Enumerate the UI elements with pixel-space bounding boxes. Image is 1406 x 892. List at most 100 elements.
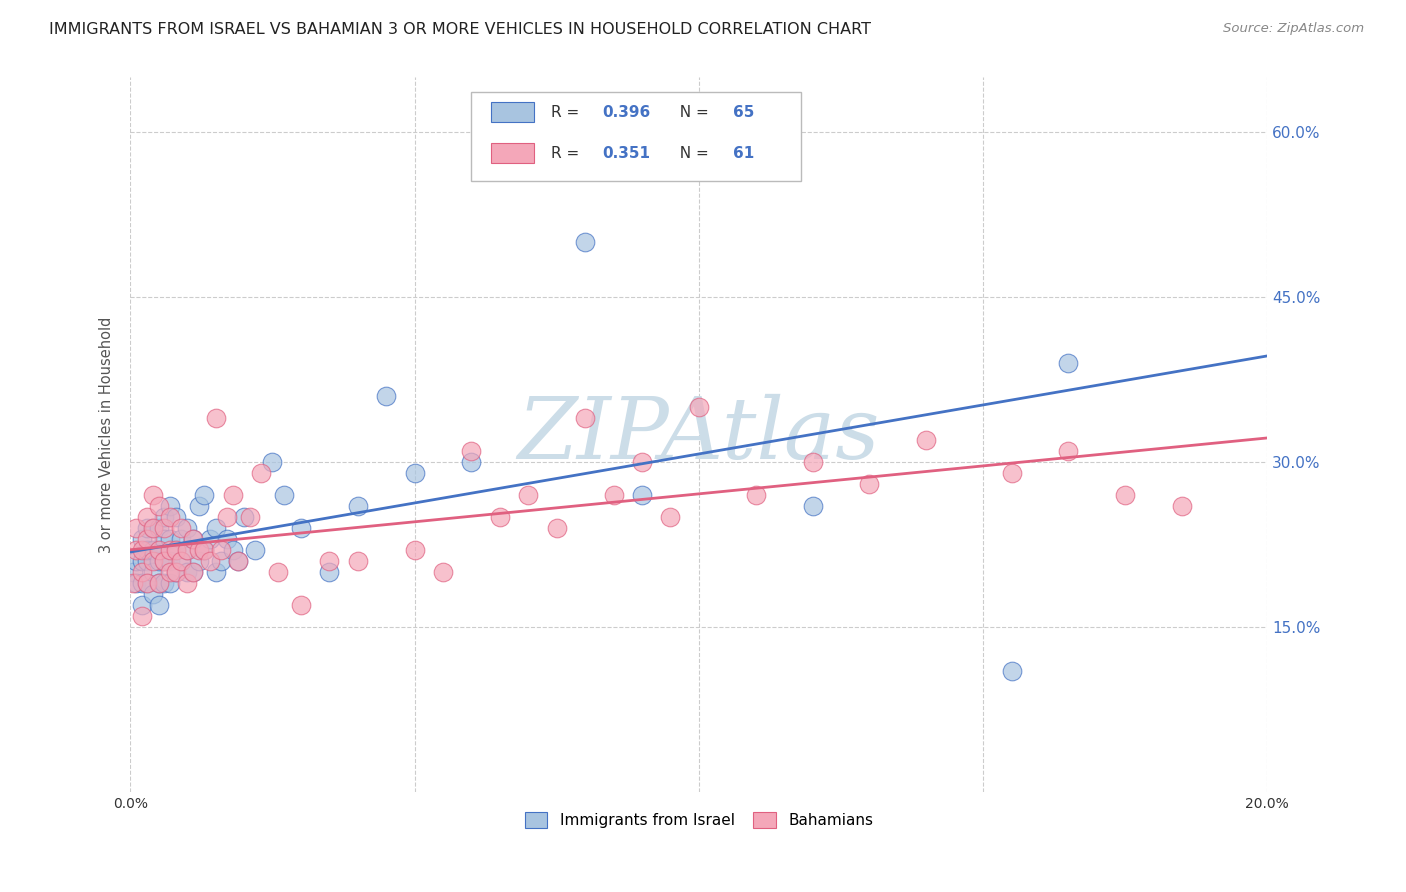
Point [404,543,426,558]
Point [142,543,165,558]
Point [142,488,165,502]
Point [204,565,226,579]
Point [744,488,766,502]
Text: Source: ZipAtlas.com: Source: ZipAtlas.com [1223,22,1364,36]
Point [176,521,198,535]
Point [228,554,250,568]
Point [165,565,187,579]
Point [148,499,170,513]
Point [209,554,232,568]
Point [131,532,153,546]
Point [131,576,153,591]
Point [131,598,153,612]
Point [602,488,624,502]
Point [142,554,165,568]
Point [193,488,215,502]
Point [489,103,512,118]
Point [159,499,181,513]
Point [404,466,426,480]
Point [1000,466,1022,480]
Point [187,543,209,558]
Point [267,565,290,579]
Point [153,510,176,524]
Point [233,510,256,524]
FancyBboxPatch shape [471,92,801,181]
Point [858,477,880,491]
FancyBboxPatch shape [491,103,534,122]
Point [142,565,165,579]
Point [165,543,187,558]
Text: 65: 65 [733,105,755,120]
Point [170,554,193,568]
Point [159,554,181,568]
Text: N =: N = [671,145,714,161]
Point [187,499,209,513]
Point [181,565,204,579]
Point [131,554,153,568]
Point [688,401,710,415]
FancyBboxPatch shape [491,144,534,163]
Point [122,576,145,591]
Point [517,488,540,502]
Text: 0.351: 0.351 [602,145,650,161]
Point [142,521,165,535]
Point [193,543,215,558]
Point [176,543,198,558]
Point [432,565,454,579]
Point [1114,488,1136,502]
Point [631,455,654,469]
Point [159,543,181,558]
Point [801,455,824,469]
Point [153,521,176,535]
Point [1171,499,1194,513]
Point [176,565,198,579]
Text: 0.396: 0.396 [602,105,651,120]
Point [176,576,198,591]
Point [198,532,221,546]
Point [181,532,204,546]
Point [262,455,284,469]
Point [915,433,938,447]
Point [142,521,165,535]
Point [170,532,193,546]
Text: ZIPAtlas: ZIPAtlas [517,393,880,476]
Point [460,444,482,458]
Point [136,510,159,524]
Point [148,598,170,612]
Point [153,554,176,568]
Point [215,532,238,546]
Point [165,565,187,579]
Point [245,543,267,558]
Point [290,521,312,535]
Point [170,554,193,568]
Point [136,521,159,535]
Point [136,532,159,546]
Point [148,576,170,591]
Point [153,576,176,591]
Point [131,543,153,558]
Point [318,565,340,579]
Point [346,554,368,568]
Point [148,543,170,558]
Point [153,554,176,568]
Text: IMMIGRANTS FROM ISRAEL VS BAHAMIAN 3 OR MORE VEHICLES IN HOUSEHOLD CORRELATION C: IMMIGRANTS FROM ISRAEL VS BAHAMIAN 3 OR … [49,22,872,37]
Point [125,543,148,558]
Point [574,411,596,425]
Point [346,499,368,513]
Point [170,521,193,535]
Point [546,521,568,535]
Point [375,389,398,403]
Point [125,576,148,591]
Point [159,510,181,524]
Point [801,499,824,513]
Point [148,554,170,568]
Point [204,521,226,535]
Point [198,554,221,568]
Point [125,521,148,535]
Point [159,532,181,546]
Point [181,565,204,579]
Point [125,554,148,568]
Point [122,565,145,579]
Point [209,543,232,558]
Text: N =: N = [671,105,714,120]
